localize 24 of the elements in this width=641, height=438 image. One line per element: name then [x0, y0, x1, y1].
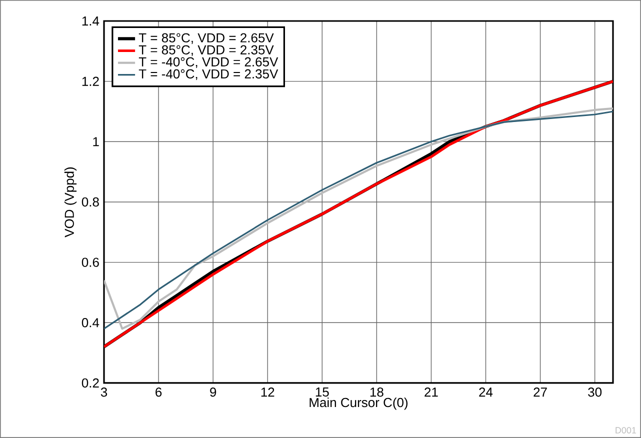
- y-tick-label: 0.8: [82, 197, 99, 207]
- y-tick-label: 0.6: [82, 258, 99, 267]
- x-tick-label: 30: [588, 388, 602, 397]
- x-tick-label: 3: [100, 388, 108, 397]
- legend-label: T = -40°C, VDD = 2.65V: [138, 57, 278, 68]
- y-axis-title: VOD (Vppd): [64, 167, 77, 238]
- y-tick-label: 1.2: [82, 76, 99, 86]
- x-axis-title: Main Cursor C(0): [310, 398, 408, 410]
- legend-label: T = 85°C, VDD = 2.35V: [138, 45, 274, 56]
- x-tick-label: 15: [316, 388, 329, 397]
- text: D001: [616, 427, 636, 434]
- y-tick-label: 0.2: [82, 378, 99, 388]
- x-tick-label: 27: [534, 388, 547, 397]
- legend-label: T = 85°C, VDD = 2.65V: [138, 33, 274, 44]
- legend-label: T = -40°C, VDD = 2.35V: [138, 69, 278, 80]
- x-tick-label: 6: [156, 388, 162, 397]
- x-tick-label: 21: [424, 388, 438, 397]
- x-tick-label: 9: [210, 388, 216, 397]
- x-tick-label: 24: [479, 388, 493, 397]
- y-tick-label: 0.4: [82, 318, 100, 328]
- x-tick-label: 18: [370, 388, 384, 397]
- y-tick-label: 1: [93, 137, 99, 146]
- x-tick-label: 12: [261, 388, 274, 397]
- y-tick-label: 1.4: [82, 16, 100, 26]
